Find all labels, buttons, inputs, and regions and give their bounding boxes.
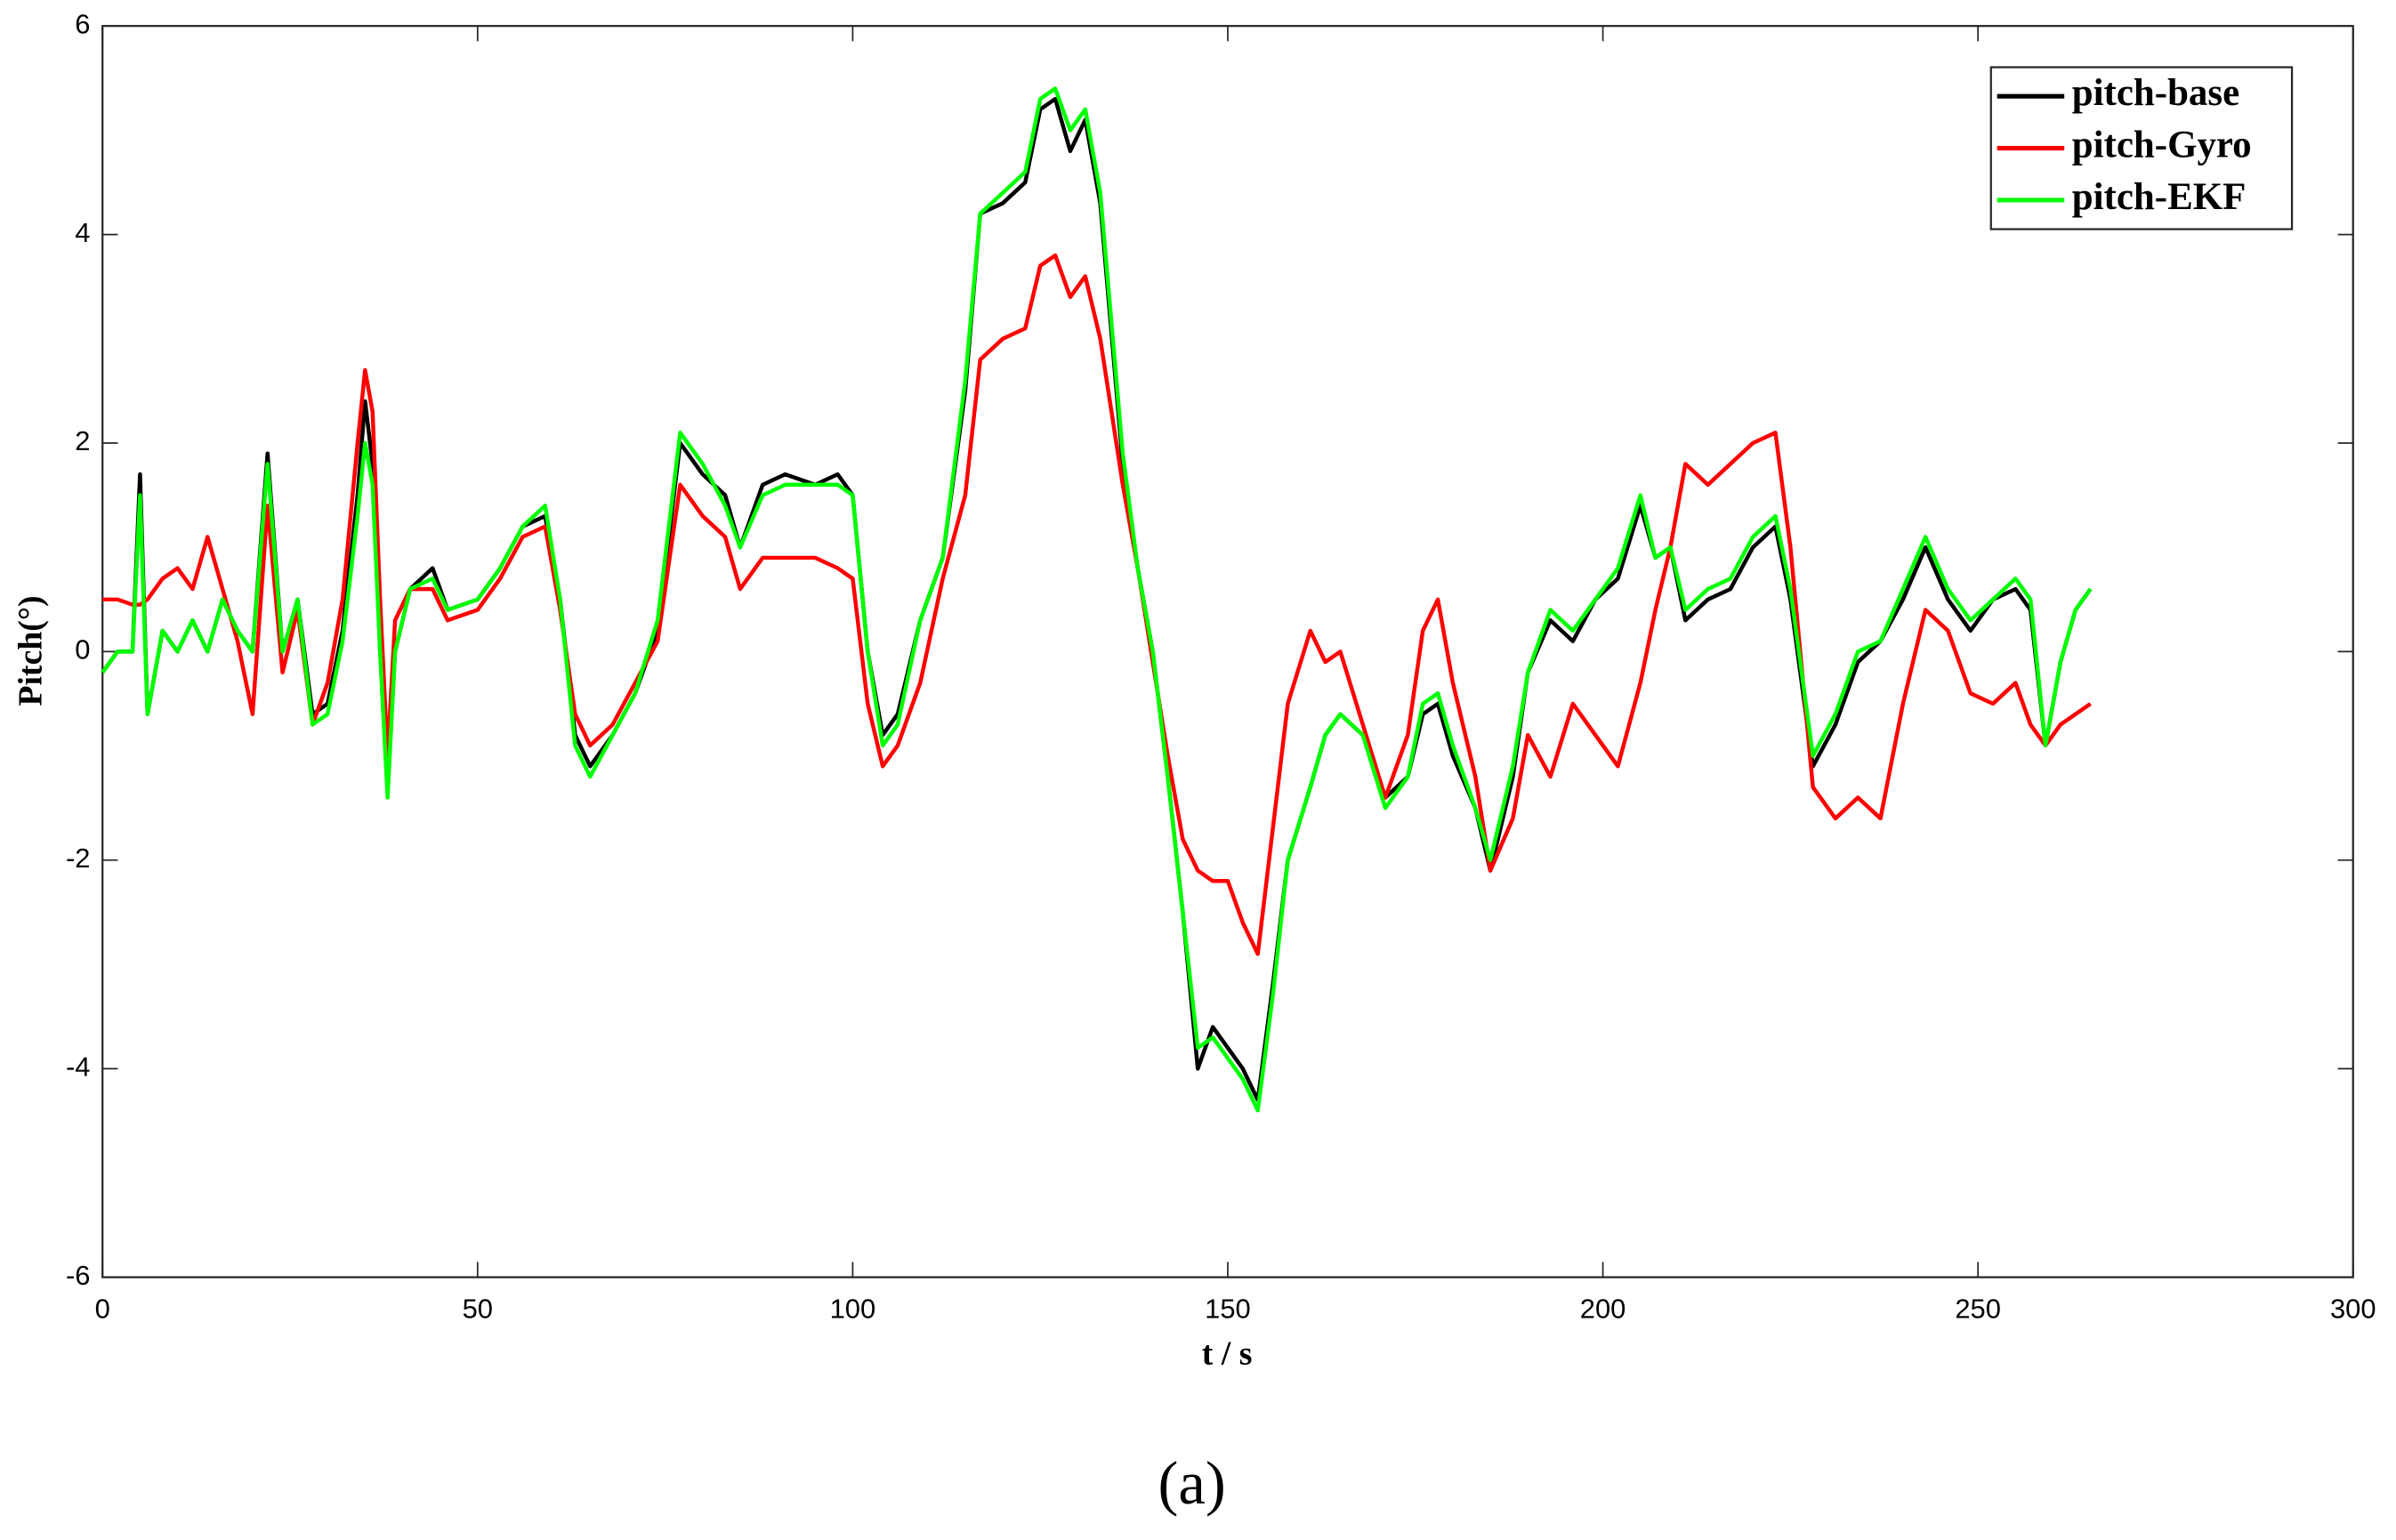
legend-label: pitch-EKF [2072,176,2247,218]
plot-frame [101,25,2354,1278]
legend-label: pitch-base [2072,72,2239,114]
y-axis-label: Pitch(°) [12,595,50,705]
x-tick-label: 300 [2330,1294,2376,1325]
x-tick-label: 50 [463,1294,493,1325]
x-tick-label: 100 [830,1294,876,1325]
x-tick-label: 150 [1205,1294,1251,1325]
y-tick-label: 0 [75,634,90,665]
y-tick-label: -4 [66,1051,90,1082]
legend-label: pitch-Gyro [2072,124,2252,165]
series-line [102,253,2092,956]
y-tick-label: 2 [75,425,90,456]
y-tick-label: 6 [75,8,90,39]
y-tick-label: -2 [66,843,90,874]
y-tick-label: 4 [75,217,90,248]
x-tick-label: 250 [1955,1294,2001,1325]
x-axis-label: t / s [1202,1335,1253,1373]
caption: (a) [1158,1449,1226,1517]
series-line [101,86,2093,1113]
y-tick-label: -6 [66,1260,90,1291]
x-tick-label: 200 [1580,1294,1626,1325]
x-tick-label: 0 [95,1294,110,1325]
series-line [101,96,2093,1102]
